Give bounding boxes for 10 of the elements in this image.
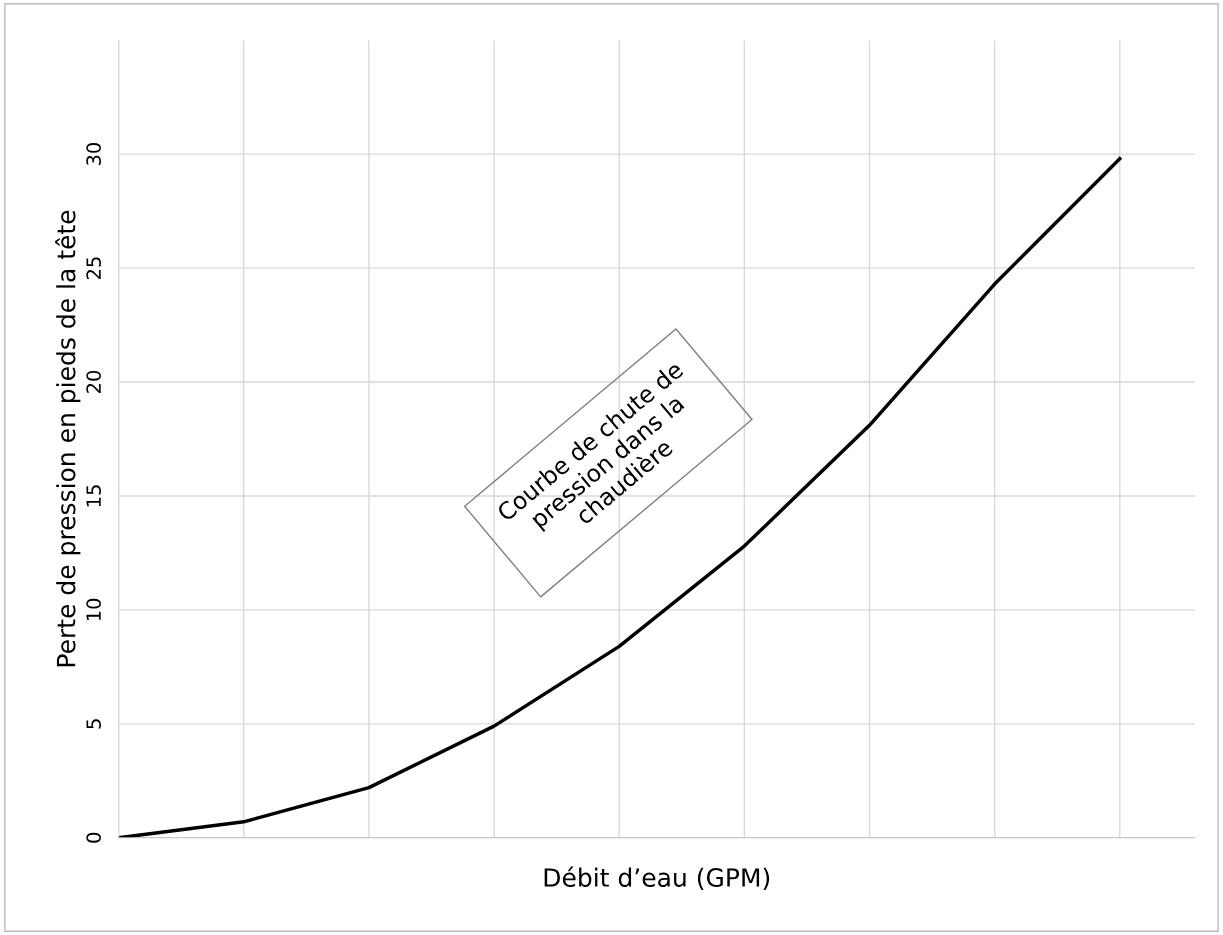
y-tick-label: 25	[86, 257, 101, 280]
x-axis-title: Débit d’eau (GPM)	[544, 866, 770, 890]
y-tick-label: 20	[86, 370, 101, 393]
y-tick-label: 10	[86, 598, 101, 621]
y-tick-label: 5	[86, 719, 101, 729]
y-tick-label: 0	[86, 832, 101, 843]
line-series	[118, 156, 1122, 838]
y-axis-title: Perte de pression en pieds de la tête	[55, 210, 81, 667]
y-tick-label: 30	[86, 143, 101, 166]
y-tick-label: 15	[86, 485, 101, 507]
